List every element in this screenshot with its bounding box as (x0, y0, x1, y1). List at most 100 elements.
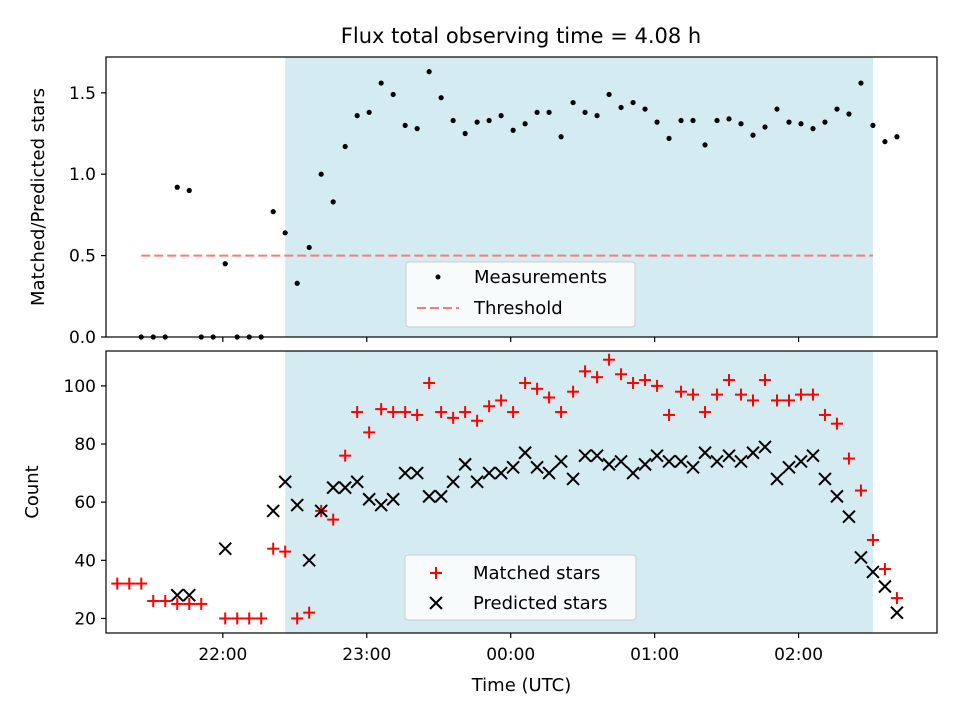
data-point-predicted (266, 504, 280, 518)
data-point-predicted (170, 588, 184, 602)
data-point-predicted (734, 454, 748, 469)
data-point-measurement (810, 126, 816, 132)
data-point-measurement (558, 134, 564, 140)
data-point-measurement (738, 121, 744, 127)
data-point-measurement (522, 121, 528, 127)
data-point-matched (411, 408, 424, 421)
x-tick-label: 23:00 (342, 645, 391, 665)
data-point-measurement (630, 99, 636, 106)
data-point-matched (830, 417, 843, 430)
data-point-measurement (402, 122, 408, 128)
data-point-predicted (566, 472, 580, 486)
data-point-measurement (606, 91, 612, 98)
data-point-matched (543, 391, 556, 404)
data-point-measurement (294, 280, 300, 286)
data-point-measurement (546, 109, 552, 115)
top-legend: Measurements Threshold (405, 261, 636, 328)
data-point-measurement (594, 113, 600, 119)
data-point-matched (447, 411, 460, 424)
data-point-measurement (726, 116, 732, 122)
data-point-predicted (830, 489, 844, 504)
data-point-matched (663, 408, 676, 421)
data-point-predicted (494, 466, 508, 480)
top-panel-ticks: 0.0 0.5 1.0 1.5 (69, 84, 800, 348)
y-tick-label: 1.0 (69, 165, 96, 185)
data-point-measurement (378, 80, 384, 86)
data-point-predicted (722, 448, 736, 463)
data-point-matched (603, 353, 616, 366)
data-point-matched (243, 612, 256, 625)
data-point-matched (579, 365, 592, 378)
data-point-measurement (318, 171, 324, 177)
data-point-measurement (666, 135, 672, 141)
data-point-matched (351, 406, 364, 419)
bottom-y-axis-label: Count (22, 465, 43, 518)
data-point-matched (531, 382, 544, 395)
data-point-measurement (354, 113, 360, 119)
data-point-matched (890, 592, 903, 605)
data-point-matched (219, 612, 232, 625)
x-tick-label: 01:00 (630, 645, 679, 665)
legend-label-measurements: Measurements (474, 267, 607, 288)
data-point-predicted (770, 472, 784, 486)
data-point-matched (255, 612, 268, 625)
x-tick-label: 00:00 (486, 645, 535, 665)
data-point-measurement (450, 117, 456, 124)
data-point-matched (878, 563, 891, 576)
data-point-measurement (798, 121, 804, 127)
data-point-matched (866, 533, 879, 546)
data-point-matched (399, 406, 412, 419)
data-point-predicted (290, 498, 304, 512)
data-point-measurement (534, 109, 540, 115)
data-point-matched (327, 513, 340, 526)
data-point-predicted (806, 448, 820, 463)
data-point-predicted (650, 448, 664, 463)
data-point-predicted (794, 454, 808, 469)
data-point-matched (794, 388, 807, 401)
data-point-matched (291, 612, 304, 625)
data-point-measurement (462, 130, 468, 137)
data-point-measurement (282, 230, 288, 236)
data-point-matched (758, 374, 771, 387)
data-point-matched (615, 368, 628, 381)
bottom-panel: 22:00 23:00 00:00 01:00 02:00 20 40 60 80 100 Cou… (22, 350, 938, 696)
data-point-measurement (618, 104, 624, 111)
data-point-measurement (366, 109, 372, 115)
data-point-matched (711, 388, 724, 401)
data-point-matched (806, 388, 819, 401)
data-point-measurement (510, 127, 516, 133)
data-point-matched (435, 406, 448, 419)
data-point-matched (171, 597, 184, 610)
data-point-measurement (498, 113, 504, 119)
data-point-measurement (426, 69, 432, 75)
count-points (111, 353, 904, 625)
top-panel-frame (105, 56, 938, 338)
data-point-matched (639, 374, 652, 387)
data-point-measurement (342, 143, 348, 150)
y-tick-label: 0.5 (69, 247, 96, 267)
data-point-matched (675, 385, 688, 398)
y-tick-label: 60 (74, 493, 96, 513)
data-point-matched (471, 414, 484, 427)
data-point-predicted (326, 480, 340, 495)
data-point-matched (591, 371, 604, 384)
data-point-predicted (278, 475, 292, 489)
data-point-matched (495, 394, 508, 407)
data-point-measurement (678, 117, 684, 124)
y-tick-label: 100 (64, 377, 96, 397)
data-point-matched (363, 426, 376, 439)
y-tick-label: 1.5 (69, 84, 96, 104)
data-point-matched (687, 388, 700, 401)
data-point-measurement (414, 126, 420, 132)
data-point-predicted (758, 440, 772, 454)
data-point-matched (746, 394, 759, 407)
bottom-panel-ticks: 22:00 23:00 00:00 01:00 02:00 20 40 60 80 100 (64, 377, 824, 665)
data-point-measurement (870, 122, 876, 128)
chart-title: Flux total observing time = 4.08 h (341, 24, 701, 48)
legend-marker-matched (430, 567, 442, 579)
data-point-measurement (786, 119, 792, 125)
data-point-predicted (410, 466, 424, 480)
data-point-predicted (338, 480, 352, 495)
data-point-measurement (330, 199, 336, 205)
data-point-measurement (714, 117, 720, 124)
